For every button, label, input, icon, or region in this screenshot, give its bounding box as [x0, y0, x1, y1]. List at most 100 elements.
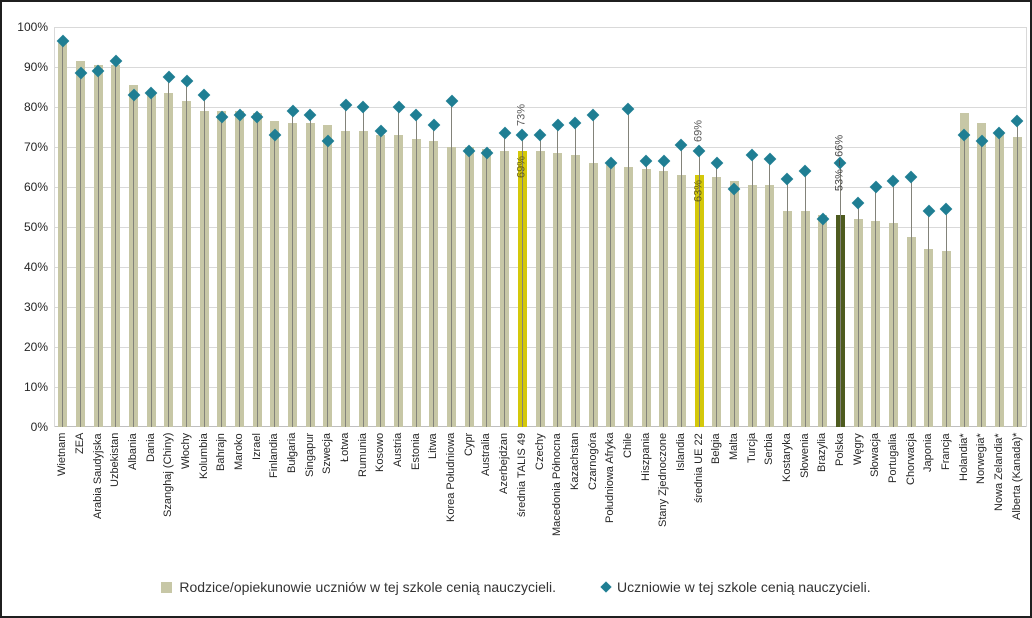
x-label-Chorwacja: Chorwacja — [904, 433, 917, 485]
diamond-marker-Rumunia — [356, 100, 370, 114]
marker-stem — [97, 71, 99, 427]
marker-stem — [892, 181, 894, 427]
annotation-bar-value: 63% — [692, 180, 705, 203]
diamond-marker-średnia TALIS 49 — [515, 128, 529, 142]
marker-stem — [345, 105, 347, 427]
x-label-Malta: Malta — [727, 433, 740, 460]
marker-stem — [115, 61, 117, 427]
marker-stem — [504, 133, 506, 427]
marker-stem — [627, 109, 629, 427]
marker-stem — [433, 125, 435, 427]
diamond-marker-Szanghaj (Chiny) — [162, 70, 176, 84]
x-label-Słowenia: Słowenia — [798, 433, 811, 478]
y-tick-label: 90% — [23, 60, 48, 74]
y-tick-label: 60% — [23, 180, 48, 194]
marker-stem — [221, 117, 223, 427]
marker-stem — [557, 125, 559, 427]
diamond-marker-Singapur — [303, 108, 317, 122]
marker-stem — [274, 135, 276, 427]
x-label-Bułgaria: Bułgaria — [286, 433, 299, 474]
x-label-Czechy: Czechy — [533, 433, 546, 470]
marker-stem — [645, 161, 647, 427]
marker-stem — [663, 161, 665, 427]
marker-stem — [362, 107, 364, 427]
x-label-Finlandia: Finlandia — [268, 433, 281, 478]
x-label-Polska: Polska — [833, 433, 846, 467]
x-label-ZEA: ZEA — [74, 433, 86, 455]
x-label-Cypr: Cypr — [462, 433, 475, 457]
diamond-marker-Estonia — [409, 108, 423, 122]
x-label-Kostaryka: Kostaryka — [780, 433, 793, 482]
diamond-series-swatch-icon — [600, 581, 612, 593]
x-label-Uzbekistan: Uzbekistan — [109, 433, 122, 488]
legend-label-students: Uczniowie w tej szkole cenią nauczycieli… — [616, 579, 871, 595]
x-label-Włochy: Włochy — [180, 433, 193, 470]
legend-item-students: Uczniowie w tej szkole cenią nauczycieli… — [600, 579, 871, 595]
y-tick-label: 100% — [17, 20, 48, 34]
marker-stem — [610, 163, 612, 427]
x-label-Portugalia: Portugalia — [886, 433, 899, 483]
marker-stem — [769, 159, 771, 427]
chart-legend: Rodzice/opiekunowie uczniów w tej szkole… — [2, 574, 1030, 600]
marker-stem — [574, 123, 576, 427]
diamond-marker-Kolumbia — [197, 88, 211, 102]
marker-stem — [716, 163, 718, 427]
marker-stem — [239, 115, 241, 427]
diamond-marker-Węgry — [851, 196, 865, 210]
y-tick-label: 80% — [23, 100, 48, 114]
marker-stem — [733, 189, 735, 427]
x-label-Bahrajn: Bahrajn — [215, 433, 228, 471]
x-label-Holandia*: Holandia* — [957, 433, 970, 481]
marker-stem — [150, 93, 152, 427]
x-label-Azerbejdżan: Azerbejdżan — [498, 433, 511, 495]
marker-stem — [910, 177, 912, 427]
x-label-Rumunia: Rumunia — [356, 433, 369, 478]
plot-right-border — [1026, 27, 1027, 427]
marker-stem — [839, 163, 841, 427]
marker-stem — [468, 151, 470, 427]
diamond-marker-Łotwa — [339, 98, 352, 112]
marker-stem — [998, 133, 1000, 427]
marker-stem — [680, 145, 682, 427]
marker-stem — [380, 131, 382, 427]
x-label-Austria: Austria — [392, 433, 405, 468]
diamond-marker-Islandia — [675, 138, 688, 152]
y-tick-label: 70% — [23, 140, 48, 154]
x-label-Serbia: Serbia — [763, 433, 776, 465]
marker-stem — [398, 107, 400, 427]
marker-stem — [203, 95, 205, 427]
diamond-marker-Kazachstan — [568, 116, 582, 130]
marker-stem — [981, 141, 983, 427]
x-label-Litwa: Litwa — [427, 433, 440, 459]
plot-area — [54, 27, 1027, 427]
gridline-100% — [54, 27, 1026, 28]
x-label-Turcja: Turcja — [745, 433, 758, 464]
bar-series-swatch-icon — [161, 581, 173, 593]
marker-stem — [168, 77, 170, 427]
y-tick-label: 30% — [23, 300, 48, 314]
x-label-Albania: Albania — [127, 433, 140, 470]
marker-stem — [521, 135, 523, 427]
marker-stem — [928, 211, 930, 427]
marker-stem — [62, 41, 64, 427]
x-label-Wietnam: Wietnam — [56, 433, 69, 477]
diamond-marker-Czarnogóra — [586, 108, 600, 122]
diamond-marker-Litwa — [427, 118, 441, 132]
diamond-marker-Francja — [940, 202, 953, 216]
x-label-Arabia Saudyjska: Arabia Saudyjska — [91, 433, 104, 519]
legend-label-parents: Rodzice/opiekunowie uczniów w tej szkole… — [179, 579, 556, 595]
marker-stem — [592, 115, 594, 427]
x-label-Francja: Francja — [939, 433, 952, 470]
diamond-marker-Czechy — [533, 128, 547, 142]
diamond-marker-Alberta (Kanada)* — [1010, 114, 1024, 128]
diamond-marker-Hiszpania — [639, 154, 653, 168]
legend-item-parents: Rodzice/opiekunowie uczniów w tej szkole… — [161, 579, 556, 595]
marker-stem — [451, 101, 453, 427]
diamond-marker-Słowenia — [798, 164, 812, 178]
marker-stem — [857, 203, 859, 427]
marker-stem — [486, 153, 488, 427]
y-tick-label: 10% — [23, 380, 48, 394]
diamond-marker-Portugalia — [887, 174, 900, 188]
y-tick-label: 50% — [23, 220, 48, 234]
